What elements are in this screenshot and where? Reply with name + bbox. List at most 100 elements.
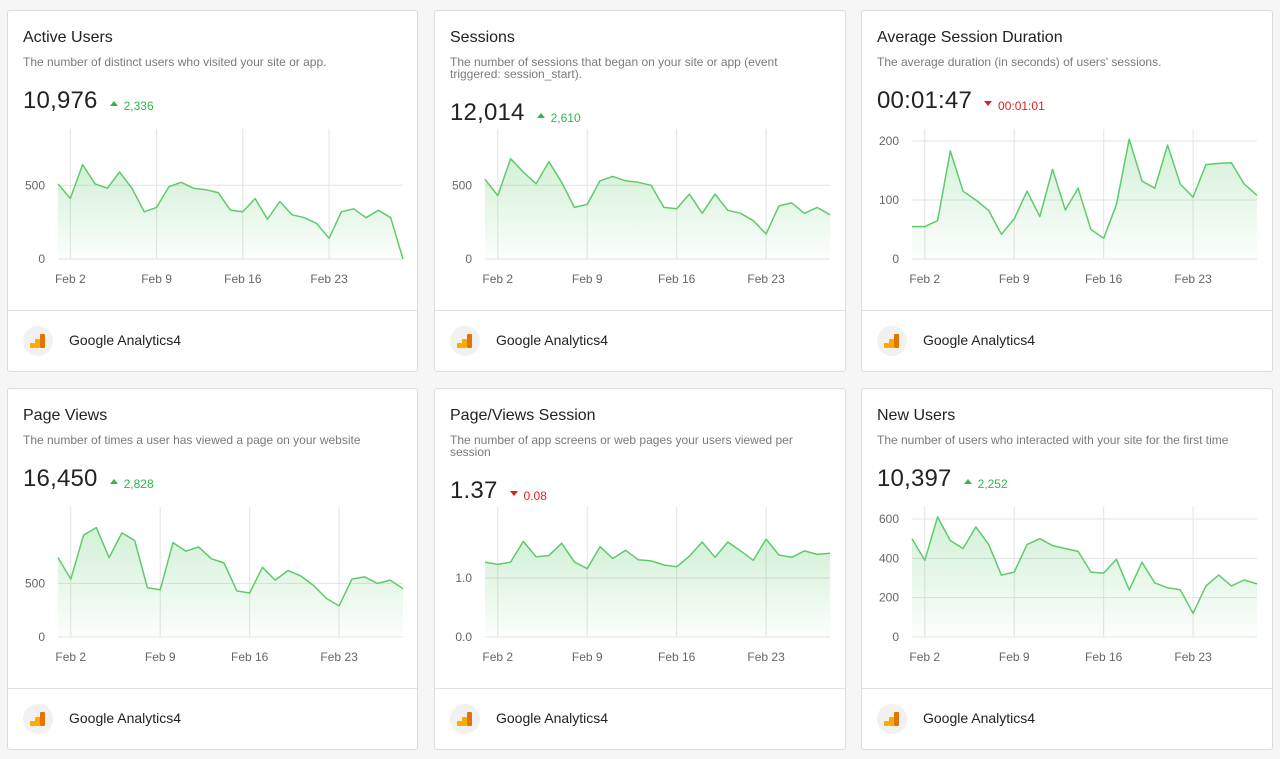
metric-card-sessions: Sessions The number of sessions that beg… — [434, 10, 846, 372]
x-tick-label: Feb 9 — [572, 272, 603, 286]
card-footer: Google Analytics4 — [435, 310, 845, 371]
arrow-up-icon — [536, 113, 545, 118]
metric-value: 16,450 — [23, 465, 98, 492]
metric-value: 00:01:47 — [877, 87, 973, 114]
metric-change: 2,828 — [109, 476, 154, 491]
metric-row: 00:01:47 00:01:01 — [877, 87, 1045, 115]
metric-card-active-users: Active Users The number of distinct user… — [7, 10, 418, 372]
card-footer: Google Analytics4 — [862, 310, 1272, 371]
source-label: Google Analytics4 — [923, 710, 1036, 726]
y-tick-label: 100 — [879, 193, 899, 207]
change-value: 0.08 — [523, 488, 547, 503]
google-analytics-icon — [450, 704, 480, 734]
y-tick-label: 400 — [879, 551, 899, 565]
change-value: 2,252 — [977, 476, 1008, 491]
line-chart: 0 100 200 Feb 2 Feb 9 Feb 16 Feb 23 — [879, 129, 1258, 286]
y-tick-label: 0 — [892, 630, 899, 644]
x-tick-label: Feb 9 — [999, 272, 1030, 286]
x-tick-label: Feb 2 — [482, 650, 513, 664]
card-footer: Google Analytics4 — [8, 310, 417, 371]
source-label: Google Analytics4 — [496, 332, 609, 348]
card-title: New Users — [877, 407, 956, 424]
card-description: The number of times a user has viewed a … — [23, 433, 361, 447]
y-tick-label: 600 — [879, 512, 899, 526]
metric-value: 10,976 — [23, 87, 98, 114]
source-label: Google Analytics4 — [69, 710, 182, 726]
x-tick-label: Feb 16 — [658, 650, 696, 664]
y-tick-label: 0 — [465, 252, 472, 266]
series-area — [58, 164, 403, 259]
metric-row: 10,397 2,252 — [877, 465, 1008, 493]
x-tick-label: Feb 16 — [224, 272, 262, 286]
x-tick-label: Feb 9 — [145, 650, 176, 664]
x-tick-label: Feb 16 — [1085, 272, 1123, 286]
y-tick-label: 0.0 — [455, 630, 472, 644]
card-footer: Google Analytics4 — [862, 688, 1272, 749]
x-tick-label: Feb 16 — [658, 272, 696, 286]
change-value: 2,828 — [123, 476, 154, 491]
card-description: The average duration (in seconds) of use… — [877, 55, 1162, 69]
x-tick-label: Feb 2 — [909, 272, 940, 286]
x-tick-label: Feb 9 — [572, 650, 603, 664]
x-tick-label: Feb 2 — [909, 650, 940, 664]
change-value: 00:01:01 — [998, 98, 1045, 113]
card-title: Average Session Duration — [877, 29, 1063, 46]
card-title: Sessions — [450, 29, 515, 46]
metric-change: 00:01:01 — [984, 99, 1045, 113]
metric-card-page-views: Page Views The number of times a user ha… — [7, 388, 418, 750]
metric-change: 2,610 — [536, 110, 581, 125]
x-tick-label: Feb 23 — [747, 650, 785, 664]
metric-value: 10,397 — [877, 465, 952, 492]
google-analytics-icon — [450, 326, 480, 356]
x-tick-label: Feb 16 — [231, 650, 269, 664]
series-area — [58, 527, 403, 637]
card-title: Page/Views Session — [450, 407, 596, 424]
y-tick-label: 0 — [892, 252, 899, 266]
card-description: The number of users who interacted with … — [877, 433, 1229, 447]
line-chart: 0.0 1.0 Feb 2 Feb 9 Feb 16 Feb 23 — [455, 507, 831, 664]
y-tick-label: 1.0 — [455, 571, 472, 585]
series-area — [912, 139, 1257, 259]
metric-row: 16,450 2,828 — [23, 465, 154, 493]
y-tick-label: 0 — [38, 252, 45, 266]
source-label: Google Analytics4 — [923, 332, 1036, 348]
y-tick-label: 0 — [38, 630, 45, 644]
series-line — [911, 516, 1258, 615]
change-value: 2,610 — [550, 110, 581, 125]
metric-change: 2,336 — [109, 98, 154, 113]
card-footer: Google Analytics4 — [8, 688, 417, 749]
x-tick-label: Feb 2 — [55, 272, 86, 286]
metric-row: 12,014 2,610 — [450, 99, 581, 127]
series-line — [912, 138, 1258, 240]
metric-row: 1.37 0.08 — [450, 477, 547, 505]
x-tick-label: Feb 23 — [1174, 272, 1212, 286]
y-tick-label: 200 — [879, 591, 899, 605]
arrow-down-icon — [509, 491, 518, 496]
series-area — [485, 158, 830, 259]
arrow-down-icon — [984, 101, 993, 106]
card-footer: Google Analytics4 — [435, 688, 845, 749]
series-line — [57, 526, 404, 607]
y-tick-label: 500 — [25, 576, 45, 590]
card-description: The number of distinct users who visited… — [23, 55, 327, 69]
metric-value: 12,014 — [450, 99, 525, 126]
google-analytics-icon — [877, 326, 907, 356]
series-line — [484, 157, 831, 235]
metric-value: 1.37 — [450, 477, 498, 504]
x-tick-label: Feb 23 — [320, 650, 358, 664]
card-title: Page Views — [23, 407, 108, 424]
metric-card-average-session-duration: Average Session Duration The average dur… — [861, 10, 1273, 372]
arrow-up-icon — [109, 101, 118, 106]
x-tick-label: Feb 2 — [55, 650, 86, 664]
google-analytics-icon — [23, 704, 53, 734]
card-description: The number of app screens or web pages y… — [450, 433, 793, 459]
change-value: 2,336 — [123, 98, 154, 113]
google-analytics-icon — [877, 704, 907, 734]
arrow-up-icon — [963, 479, 972, 484]
arrow-up-icon — [109, 479, 118, 484]
x-tick-label: Feb 16 — [1085, 650, 1123, 664]
x-tick-label: Feb 9 — [141, 272, 172, 286]
y-tick-label: 500 — [25, 178, 45, 192]
card-title: Active Users — [23, 29, 113, 46]
x-tick-label: Feb 9 — [999, 650, 1030, 664]
